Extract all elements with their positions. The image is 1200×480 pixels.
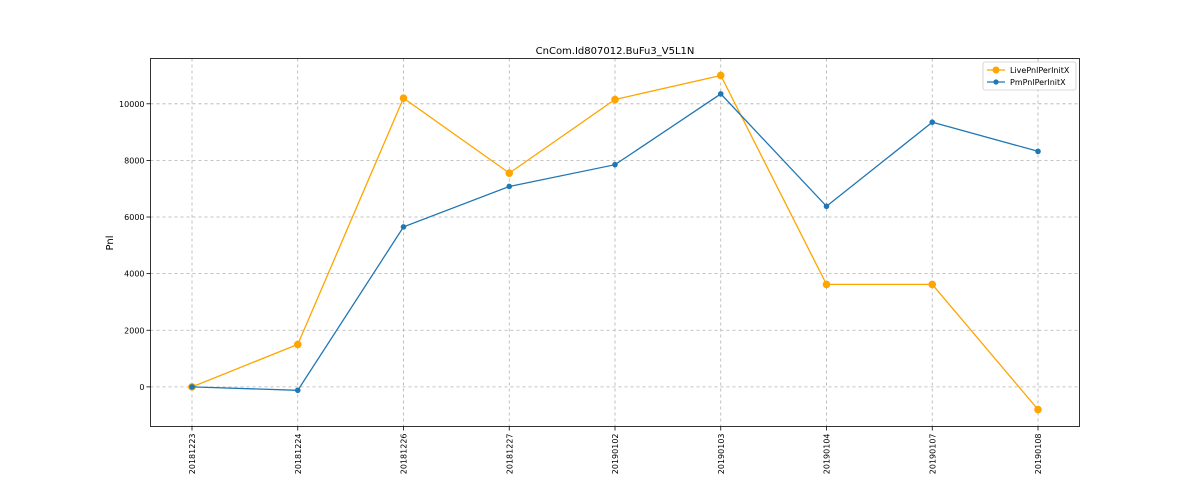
y-axis-label: Pnl bbox=[105, 236, 116, 251]
series-PmPnlPerInitX bbox=[189, 91, 1041, 394]
data-point bbox=[293, 340, 302, 349]
data-point bbox=[612, 161, 618, 168]
data-point bbox=[400, 224, 407, 230]
series-layer bbox=[188, 71, 1042, 414]
data-point bbox=[1034, 405, 1042, 414]
chart-title: CnCom.Id807012.BuFu3_V5L1N bbox=[536, 46, 695, 57]
data-point bbox=[611, 95, 619, 104]
data-point bbox=[1035, 148, 1041, 155]
x-tick-label: 20181223 bbox=[188, 434, 197, 475]
data-point bbox=[717, 91, 724, 97]
y-tick-label: 0 bbox=[139, 383, 144, 392]
y-tick-label: 4000 bbox=[124, 270, 144, 279]
legend-item: PmPnlPerInitX bbox=[987, 78, 1066, 87]
data-point bbox=[929, 119, 936, 125]
data-point bbox=[399, 94, 408, 102]
x-tick-label: 20190104 bbox=[823, 434, 832, 475]
x-tick-label: 20181224 bbox=[294, 434, 303, 475]
x-tick-label: 20190107 bbox=[928, 434, 937, 475]
data-point bbox=[822, 280, 831, 289]
y-tick-label: 8000 bbox=[124, 156, 144, 165]
data-point bbox=[823, 203, 830, 210]
grid bbox=[150, 58, 1080, 427]
legend-label: LivePnlPerInitX bbox=[1010, 66, 1070, 75]
x-tick-label: 20190103 bbox=[717, 434, 726, 475]
legend-item: LivePnlPerInitX bbox=[987, 66, 1070, 75]
data-point bbox=[189, 384, 195, 390]
x-tick-label: 20190102 bbox=[611, 434, 620, 475]
y-tick-label: 2000 bbox=[124, 326, 144, 335]
legend: LivePnlPerInitX PmPnlPerInitX bbox=[982, 61, 1077, 91]
x-tick-label: 20190108 bbox=[1034, 434, 1043, 475]
legend-label: PmPnlPerInitX bbox=[1010, 78, 1066, 87]
data-point bbox=[294, 387, 301, 394]
data-point bbox=[505, 169, 514, 177]
y-tick-label: 6000 bbox=[124, 213, 144, 222]
data-point bbox=[928, 280, 937, 289]
data-point bbox=[716, 71, 725, 80]
legend-box bbox=[982, 61, 1077, 91]
x-tick-label: 20181226 bbox=[400, 434, 409, 475]
data-point bbox=[506, 183, 513, 190]
legend-marker bbox=[992, 66, 1000, 74]
y-tick-label: 10000 bbox=[119, 100, 144, 109]
legend-marker bbox=[993, 79, 999, 85]
axes: 20181223 20181224 20181226 20181227 20190102… bbox=[119, 100, 1043, 474]
x-tick-label: 20181227 bbox=[505, 434, 514, 475]
